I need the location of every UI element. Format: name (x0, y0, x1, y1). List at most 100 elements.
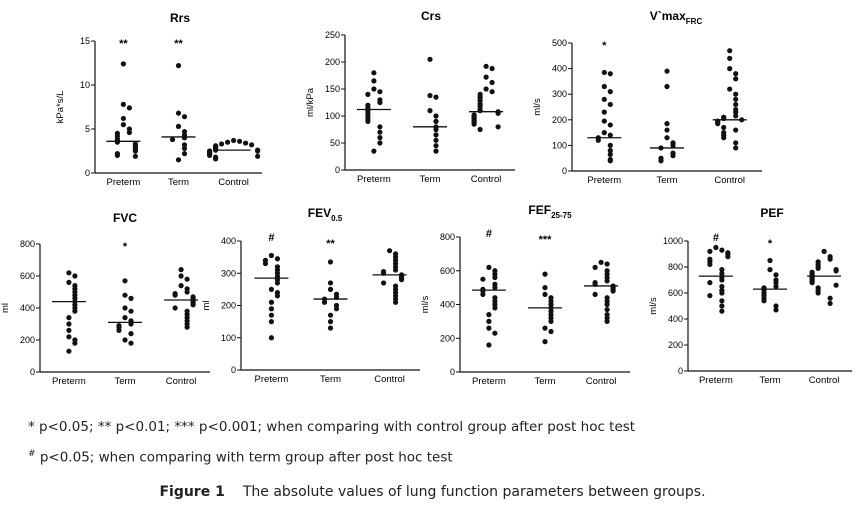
fvc-data-point (66, 327, 72, 333)
pef-data-point (773, 272, 779, 278)
fvc-y-tick-label: 600 (20, 271, 35, 281)
fvc-data-point (122, 292, 128, 298)
pef-data-point (773, 280, 779, 286)
crs-y-tick-label: 150 (325, 84, 340, 94)
pef-data-point (719, 303, 725, 309)
footnote-text: p<0.05; when comparing with term group a… (35, 449, 453, 466)
fvc-data-point (66, 270, 72, 276)
v-max-y-tick-label: 300 (552, 89, 567, 99)
fvc-y-tick-label: 200 (20, 335, 35, 345)
pef-data-point (719, 247, 725, 253)
fvc-data-point (178, 273, 184, 279)
fef-data-point (542, 291, 548, 297)
rrs-category-label: Preterm (106, 177, 140, 188)
crs-y-tick-label: 100 (325, 111, 340, 121)
fvc-data-point (122, 305, 128, 311)
crs-data-point (489, 89, 495, 95)
pef-significance-mark: * (768, 238, 773, 250)
v-max-y-tick-label: 0 (562, 166, 567, 176)
fef-y-tick-label: 600 (440, 266, 455, 276)
pef-data-point (821, 248, 827, 254)
rrs-significance-mark: ** (174, 38, 183, 50)
fvc-data-point (122, 337, 128, 343)
fev-data-point (268, 319, 275, 325)
v-max-data-point (601, 69, 607, 76)
rrs-data-point (114, 152, 120, 158)
fef-data-point (486, 342, 492, 348)
v-max-data-point (607, 147, 613, 154)
footnote-hash-mark: # (28, 449, 36, 459)
rrs-data-point (132, 153, 138, 159)
crs-data-point (483, 86, 489, 92)
v-max-data-point (607, 71, 613, 77)
rrs-data-point (175, 157, 182, 163)
rrs-data-point (243, 140, 249, 146)
v-max-data-point (733, 91, 739, 97)
pef-data-point (773, 307, 779, 313)
fev-data-point (268, 252, 275, 259)
crs-data-point (433, 126, 439, 133)
fvc-category-label: Control (166, 376, 197, 387)
fef-y-tick-label: 200 (440, 333, 455, 343)
fev-data-point (392, 299, 399, 305)
rrs-chart-title: Rrs (170, 11, 190, 25)
crs-data-point (427, 56, 433, 62)
fef-data-point (492, 285, 498, 291)
fef-data-point (548, 318, 554, 324)
fev-data-point (398, 277, 405, 283)
fev-y-tick-label: 400 (221, 236, 236, 246)
pef-data-point (707, 248, 713, 254)
rrs-data-point (175, 63, 182, 69)
v-max-category-label: Term (656, 175, 677, 186)
pef-y-axis-label: ml/s (648, 297, 659, 315)
rrs-data-point (237, 138, 243, 144)
rrs-data-point (120, 122, 126, 128)
fef-y-tick-label: 400 (440, 300, 455, 310)
fev-data-point (268, 335, 275, 341)
crs-data-point (471, 121, 477, 127)
v-max-data-point (733, 113, 739, 119)
pef-data-point (767, 257, 773, 264)
crs-data-point (433, 118, 439, 124)
rrs-y-axis-label: kPa*s/L (55, 91, 66, 124)
crs-y-tick-label: 250 (325, 30, 340, 40)
v-max-data-point (607, 158, 613, 164)
pef-data-point (719, 283, 725, 290)
v-max-data-point (733, 127, 739, 133)
figure-label: Figure 1 (159, 484, 225, 500)
v-max-data-point (607, 142, 613, 148)
v-max-data-point (601, 130, 607, 136)
pef-y-tick-label: 400 (668, 314, 683, 324)
crs-y-tick-label: 50 (330, 138, 340, 148)
v-max-data-point (727, 55, 733, 61)
v-max-data-point (595, 137, 601, 143)
fvc-category-label: Preterm (52, 376, 86, 387)
fev-data-point (327, 319, 334, 325)
fev-data-point (380, 280, 387, 286)
fef-significance-mark: *** (539, 234, 553, 246)
rrs-significance-mark: ** (119, 38, 128, 50)
rrs-data-point (181, 114, 188, 120)
fvc-y-tick-label: 800 (20, 239, 35, 249)
pef-data-point (719, 270, 725, 277)
pef-data-point (719, 290, 725, 296)
rrs-data-point (120, 101, 126, 107)
v-max-data-point (721, 124, 727, 131)
pef-data-point (833, 282, 839, 288)
fev-y-tick-label: 300 (221, 268, 236, 278)
fvc-data-point (172, 305, 178, 311)
fef-data-point (598, 259, 604, 265)
rrs-data-point (132, 148, 138, 154)
crs-data-point (433, 94, 439, 100)
fef-data-point (542, 271, 548, 277)
fvc-data-point (72, 340, 78, 346)
v-max-data-point (733, 76, 739, 82)
fvc-data-point (72, 273, 78, 279)
pef-data-point (761, 298, 767, 304)
fev-category-label: Preterm (255, 374, 289, 385)
v-max-data-point (664, 83, 670, 90)
fvc-data-point (122, 278, 128, 284)
pef-data-point (827, 256, 833, 262)
crs-data-point (365, 91, 371, 97)
fef-data-point (486, 318, 492, 324)
